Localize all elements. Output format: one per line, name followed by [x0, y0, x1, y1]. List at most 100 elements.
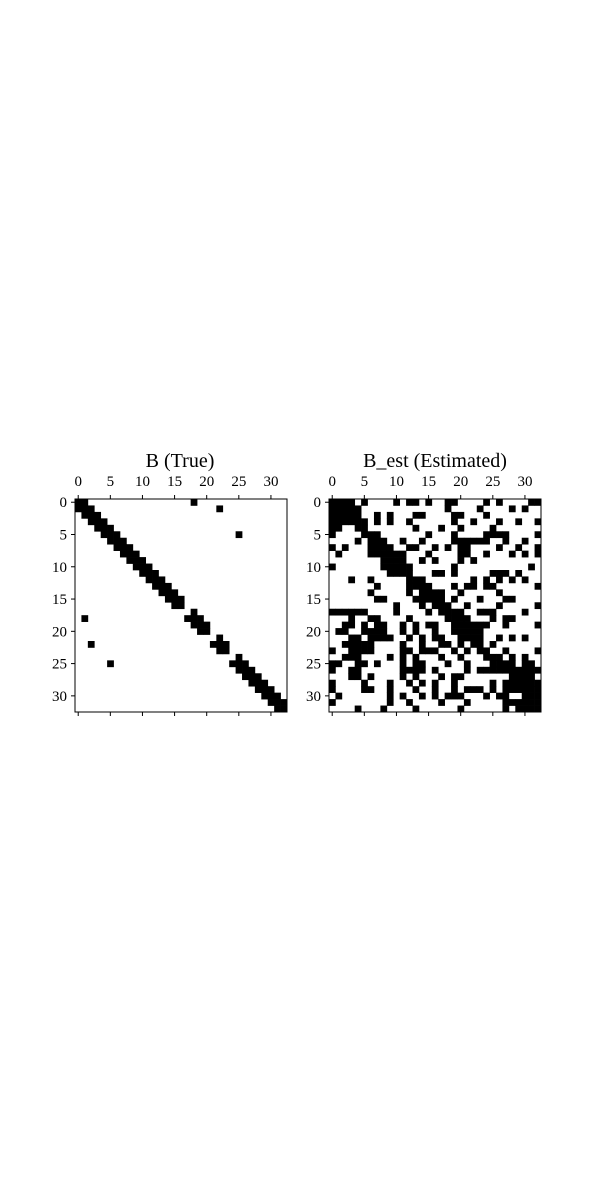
heatmap-cell — [528, 705, 535, 713]
heatmap-cell — [489, 615, 497, 622]
heatmap-cell — [406, 589, 413, 597]
heatmap-cell — [515, 518, 523, 526]
heatmap-cell — [521, 699, 529, 706]
heatmap-cell — [502, 686, 510, 693]
heatmap-cell — [470, 686, 478, 693]
heatmap-cell — [354, 641, 362, 648]
heatmap-cell — [528, 692, 535, 700]
heatmap-cell — [425, 499, 433, 506]
heatmap-cell — [476, 641, 484, 648]
heatmap-cell — [451, 563, 458, 571]
heatmap-cell — [502, 666, 510, 674]
heatmap-cell — [534, 679, 542, 687]
heatmap-cell — [348, 499, 356, 506]
heatmap-cell — [87, 641, 95, 648]
heatmap-cell — [470, 537, 478, 545]
heatmap-cell — [502, 570, 510, 577]
heatmap-cell — [425, 608, 433, 616]
heatmap-cell — [521, 608, 529, 616]
heatmap-cell — [431, 647, 439, 655]
heatmap-cell — [496, 518, 503, 526]
heatmap-cell — [171, 595, 179, 603]
heatmap-cell — [329, 666, 336, 674]
heatmap-cell — [457, 705, 465, 713]
heatmap-cell — [496, 576, 503, 584]
heatmap-cell — [216, 634, 224, 642]
heatmap-cell — [335, 550, 343, 558]
heatmap-cell — [476, 621, 484, 629]
heatmap-cell — [406, 544, 413, 551]
heatmap-cell — [528, 673, 535, 681]
heatmap-cell — [528, 660, 535, 668]
heatmap-cell — [418, 576, 426, 584]
heatmap-cell — [386, 686, 394, 693]
heatmap-cell — [534, 692, 542, 700]
x-tick-label: 5 — [361, 474, 369, 490]
y-tick-label: 10 — [306, 560, 321, 576]
heatmap-cell — [483, 550, 490, 558]
heatmap-cell — [367, 634, 375, 642]
heatmap-cell — [367, 531, 375, 539]
heatmap-cell — [521, 634, 529, 642]
heatmap-cell — [190, 499, 198, 506]
heatmap-cell — [489, 582, 497, 590]
heatmap-cell — [354, 505, 362, 513]
heatmap-cell — [489, 660, 497, 668]
heatmap-cell — [496, 666, 503, 674]
heatmap-cell — [184, 615, 191, 622]
heatmap-cell — [361, 660, 368, 668]
heatmap-cell — [431, 679, 439, 687]
heatmap-cell — [393, 608, 401, 616]
heatmap-cell — [261, 692, 269, 700]
heatmap-cell — [335, 660, 343, 668]
heatmap-cell — [406, 563, 413, 571]
heatmap-cell — [534, 705, 542, 713]
heatmap-cell — [367, 550, 375, 558]
heatmap-cell — [393, 550, 401, 558]
heatmap-cell — [425, 595, 433, 603]
heatmap-cell — [100, 524, 108, 532]
heatmap-cell — [425, 589, 433, 597]
heatmap-cell — [367, 641, 375, 648]
heatmap-cell — [329, 499, 336, 506]
heatmap-cell — [335, 628, 343, 635]
heatmap-cell — [457, 537, 465, 545]
heatmap-cell — [451, 570, 458, 577]
heatmap-cell — [267, 686, 275, 693]
heatmap-cell — [341, 499, 349, 506]
heatmap-cell — [418, 641, 426, 648]
heatmap-cell — [361, 499, 368, 506]
heatmap-cell — [380, 544, 388, 551]
heatmap-cell — [354, 608, 362, 616]
heatmap-cell — [373, 628, 381, 635]
heatmap-cell — [361, 531, 368, 539]
heatmap-cell — [335, 524, 343, 532]
heatmap-cell — [254, 673, 262, 681]
heatmap-cell — [373, 518, 381, 526]
heatmap-cell — [267, 699, 275, 706]
heatmap-cell — [534, 686, 542, 693]
heatmap-cell — [508, 595, 516, 603]
heatmap-cell — [145, 570, 153, 577]
heatmap-cell — [348, 505, 356, 513]
heatmap-cell — [341, 608, 349, 616]
heatmap-cell — [476, 608, 484, 616]
heatmap-cell — [515, 699, 523, 706]
heatmap-cell — [406, 647, 413, 655]
heatmap-cell — [521, 673, 529, 681]
heatmap-cell — [463, 550, 471, 558]
heatmap-cell — [457, 524, 465, 532]
heatmap-cell — [107, 524, 114, 532]
heatmap-cell — [502, 699, 510, 706]
heatmap-cell — [470, 634, 478, 642]
heatmap-cell — [470, 641, 478, 648]
heatmap-cell — [373, 537, 381, 545]
heatmap-cell — [521, 679, 529, 687]
x-tick-label: 0 — [328, 474, 336, 490]
heatmap-cell — [444, 499, 452, 506]
heatmap-cell — [502, 531, 510, 539]
heatmap-cell — [399, 570, 407, 577]
x-tick-label: 15 — [167, 474, 182, 490]
heatmap-cell — [197, 615, 204, 622]
